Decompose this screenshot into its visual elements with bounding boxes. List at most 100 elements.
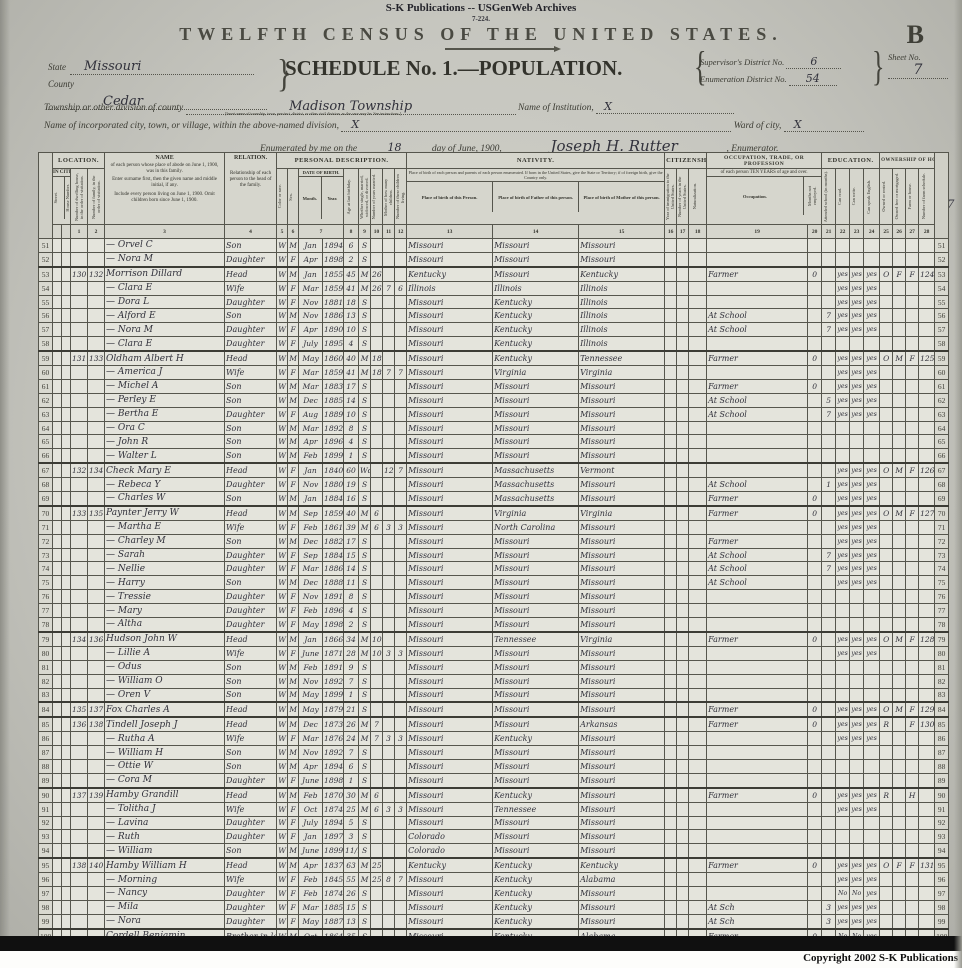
cell-wr: yes	[849, 630, 865, 647]
cell-mo: Nov	[298, 477, 324, 493]
cell-pm: Missouri	[578, 533, 666, 549]
cell-name: Tindell Joseph J	[104, 716, 226, 733]
cell-sc: 7	[821, 322, 837, 338]
cell-pb: Missouri	[406, 687, 494, 703]
cell-yi	[664, 885, 678, 901]
cell-c: W	[276, 251, 289, 268]
cell-s: M	[287, 659, 300, 675]
table-row: 57— Nora M Daughter W F Apr 1890 10 S Missouri Ke…	[38, 322, 950, 338]
cell-ag: 2	[343, 617, 360, 633]
cell-c: W	[276, 603, 289, 619]
cell-fh	[905, 491, 920, 507]
colnum-5: 5	[276, 224, 289, 239]
cell-pb: Missouri	[406, 336, 494, 352]
cell-name: — William	[104, 843, 226, 859]
cell-yr: 1883	[322, 378, 345, 394]
cell-n2: 62	[934, 392, 950, 408]
cell-n: 82	[38, 673, 53, 689]
cell-ag: 7	[343, 745, 360, 760]
cell-cl	[394, 477, 408, 493]
cell-cl	[394, 815, 408, 831]
cell-rel: Son	[224, 392, 278, 408]
cell-pb: Missouri	[406, 701, 494, 718]
cell-en	[863, 659, 881, 675]
cell-fn	[918, 448, 936, 464]
cell-rel: Head	[224, 630, 278, 647]
cell-cl	[394, 659, 408, 675]
cell-ym	[370, 491, 384, 507]
cell-pf: Kentucky	[492, 350, 580, 367]
cell-ym: 6	[370, 786, 384, 803]
cell-mo: Dec	[298, 575, 324, 591]
district-brace-close: }	[872, 43, 885, 90]
cell-s: M	[287, 504, 300, 521]
cell-mg	[892, 801, 907, 817]
cell-ag: 8	[343, 420, 360, 436]
cell-yi	[664, 630, 678, 647]
street-label: Street.	[54, 192, 58, 204]
cell-fn	[918, 420, 936, 436]
cell-mo: Jan	[298, 462, 324, 479]
cell-na	[688, 448, 708, 464]
cell-ch	[382, 630, 396, 647]
cell-yr: 1882	[322, 533, 345, 549]
cell-fam	[86, 659, 106, 675]
cell-c: W	[276, 772, 289, 789]
cell-en	[863, 829, 881, 845]
attended-school-label: Attended school (in months).	[824, 170, 829, 223]
cell-s: F	[287, 477, 300, 493]
county-label: County	[48, 79, 74, 89]
cell-en	[863, 815, 881, 831]
table-row: 78— Altha Daughter W F May 1898 2 S Missouri Miss…	[38, 617, 950, 633]
cell-cl	[394, 336, 408, 352]
cell-pb: Missouri	[406, 322, 494, 338]
cell-dw: 138	[70, 857, 88, 874]
cell-fn	[918, 885, 936, 901]
cell-s: M	[287, 420, 300, 436]
cell-dw	[70, 294, 88, 310]
cell-ow	[879, 899, 894, 915]
cell-ms: S	[358, 420, 372, 436]
cell-ch	[382, 251, 396, 268]
cell-s: F	[287, 547, 300, 563]
cell-ho	[61, 265, 71, 282]
cell-ms: M	[358, 645, 372, 661]
cell-name: — Clara E	[104, 336, 226, 352]
cell-s: F	[287, 294, 300, 310]
cell-rel: Daughter	[224, 294, 278, 310]
cell-ch	[382, 308, 396, 324]
marital-header: Whether single, married, widowed, or div…	[358, 168, 372, 225]
cell-mne	[807, 280, 823, 296]
cell-sc	[821, 238, 837, 253]
cell-fn	[918, 899, 936, 915]
cell-yr: 1859	[322, 504, 345, 521]
cell-n: 85	[38, 716, 53, 733]
cell-yu	[676, 251, 690, 268]
cell-pm: Missouri	[578, 731, 666, 747]
cell-rd	[835, 687, 851, 703]
cell-yu	[676, 575, 690, 591]
cell-st	[52, 365, 62, 380]
cell-yr: 1855	[322, 265, 345, 282]
cell-occ: At School	[706, 308, 809, 324]
cell-en: yes	[863, 462, 881, 479]
cell-yi	[664, 365, 678, 380]
cell-fam	[86, 547, 106, 563]
cell-ms: M	[358, 786, 372, 803]
cell-sc	[821, 731, 837, 747]
cell-rd: yes	[835, 872, 851, 887]
cell-ch	[382, 857, 396, 874]
cell-yi	[664, 322, 678, 338]
cell-fam	[86, 448, 106, 464]
cell-mo: Apr	[298, 857, 324, 874]
cell-pb: Missouri	[406, 801, 494, 817]
cell-mg	[892, 843, 907, 859]
cell-cl	[394, 448, 408, 464]
cell-yu	[676, 365, 690, 380]
cell-yu	[676, 630, 690, 647]
cell-dw	[70, 491, 88, 507]
cell-ow	[879, 829, 894, 845]
in-cities-header: IN CITIES. Street. House Number.	[52, 168, 71, 225]
table-row: 93— Ruth Daughter W F Jan 1897 3 S Colorado Misso…	[38, 829, 950, 845]
cell-ag: 7	[343, 673, 360, 689]
